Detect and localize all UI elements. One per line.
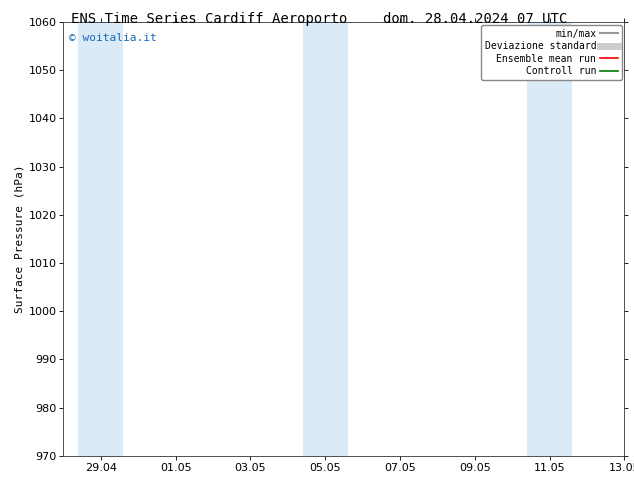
Legend: min/max, Deviazione standard, Ensemble mean run, Controll run: min/max, Deviazione standard, Ensemble m… xyxy=(481,25,621,80)
Text: ENS Time Series Cardiff Aeroporto: ENS Time Series Cardiff Aeroporto xyxy=(71,12,347,26)
Bar xyxy=(527,22,572,456)
Text: dom. 28.04.2024 07 UTC: dom. 28.04.2024 07 UTC xyxy=(384,12,567,26)
Bar xyxy=(303,22,347,456)
Text: © woitalia.it: © woitalia.it xyxy=(69,33,157,43)
Y-axis label: Surface Pressure (hPa): Surface Pressure (hPa) xyxy=(14,165,24,313)
Bar xyxy=(79,22,123,456)
